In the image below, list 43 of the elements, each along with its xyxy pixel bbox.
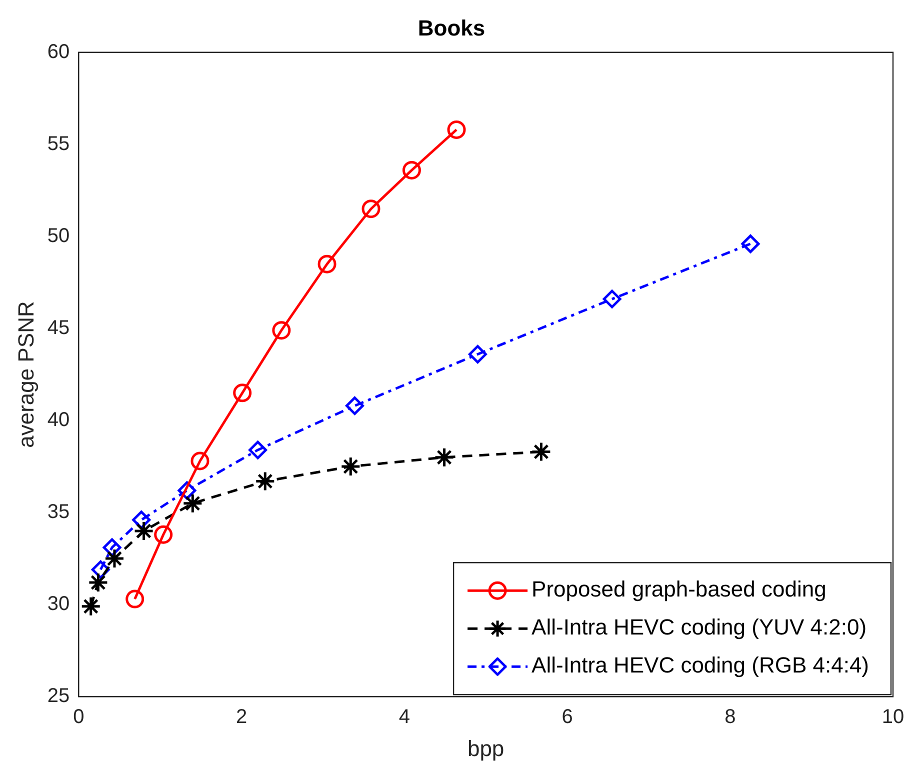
legend-label: All-Intra HEVC coding (RGB 4:4:4) — [532, 652, 870, 678]
y-tick-label: 60 — [47, 40, 70, 63]
point — [602, 290, 622, 308]
point — [80, 596, 102, 617]
y-tick-label: 35 — [47, 501, 70, 524]
x-tick-label: 2 — [236, 706, 248, 728]
point — [447, 120, 466, 139]
point — [362, 200, 380, 218]
point — [88, 572, 108, 593]
legend-label: All-Intra HEVC coding (YUV 4:2:0) — [532, 614, 867, 640]
point — [254, 471, 276, 492]
point — [233, 384, 252, 402]
point — [134, 520, 154, 542]
x-axis-title: bpp — [467, 736, 504, 761]
y-tick-label: 45 — [47, 317, 70, 339]
point — [741, 234, 760, 254]
legend-label: Proposed graph-based coding — [532, 576, 826, 602]
point — [340, 456, 361, 477]
y-tick-label: 25 — [47, 685, 70, 708]
y-tick-label: 50 — [47, 224, 70, 247]
x-tick-label: 8 — [724, 706, 736, 728]
point — [434, 447, 455, 468]
point — [182, 493, 203, 514]
x-tick-label: 10 — [882, 706, 904, 728]
chart-title: Books — [418, 15, 486, 40]
point — [190, 452, 210, 470]
point — [318, 254, 336, 274]
y-tick-label: 55 — [47, 132, 70, 155]
y-axis-title: average PSNR — [13, 301, 38, 448]
y-tick-label: 30 — [47, 593, 70, 616]
point — [126, 590, 144, 608]
point — [154, 525, 173, 544]
y-tick-label: 40 — [47, 409, 70, 432]
x-tick-label: 6 — [562, 706, 573, 728]
point — [345, 396, 364, 416]
point — [402, 160, 421, 180]
point — [248, 440, 268, 460]
x-tick-label: 0 — [73, 706, 84, 728]
x-tick-label: 4 — [398, 706, 410, 728]
point — [104, 548, 125, 569]
point — [272, 321, 291, 340]
point — [530, 442, 552, 462]
point — [468, 345, 487, 364]
